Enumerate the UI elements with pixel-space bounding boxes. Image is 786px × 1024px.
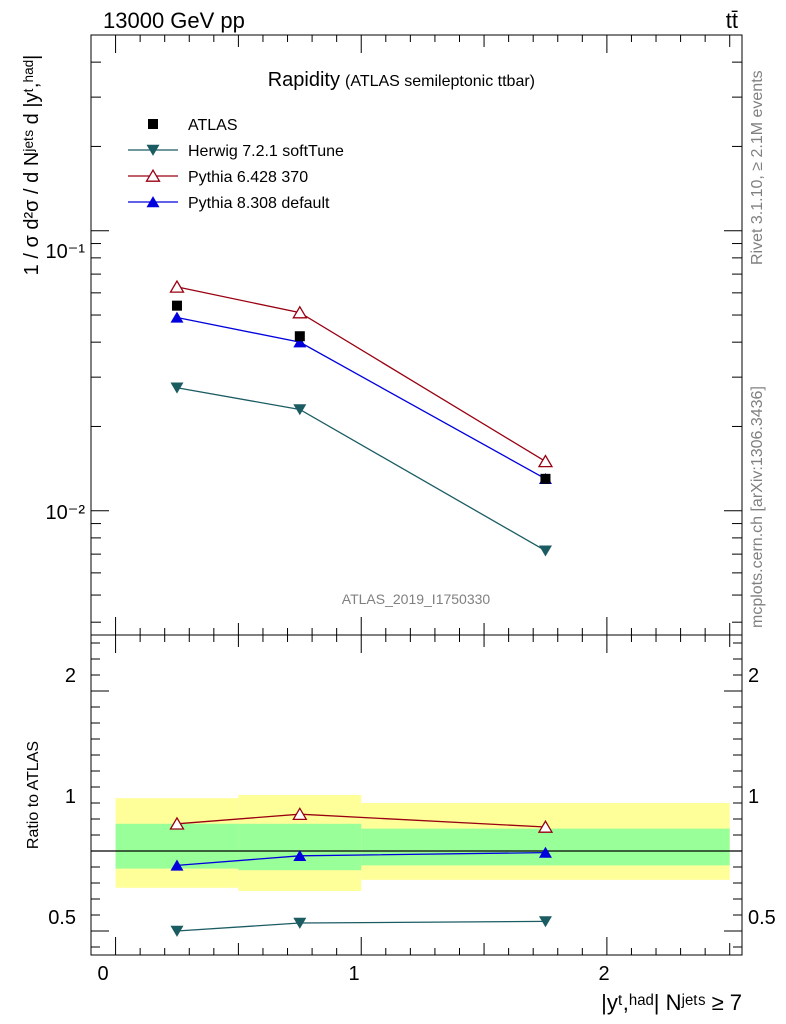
legend-label: Pythia 8.308 default <box>188 195 330 212</box>
data-point <box>169 279 185 293</box>
legend-marker <box>145 168 161 182</box>
legend: ATLAS Herwig 7.2.1 softTune Pythia 6.428 3… <box>128 117 344 212</box>
data-point <box>294 331 305 342</box>
ratio-point <box>170 925 184 937</box>
ratio-y-axis-label: Ratio to ATLAS <box>25 741 42 849</box>
legend-marker <box>148 119 158 129</box>
ratio-point <box>537 819 554 833</box>
ratio-y-tick-label: 2 <box>65 665 76 687</box>
ratio-plot: 0.5 1 2 0.5 1 2 0 1 2 Ratio to ATLAS |yᵗ… <box>25 634 776 1015</box>
ratio-point <box>169 816 185 830</box>
data-point <box>170 311 184 323</box>
series-pythia-6-428-370 <box>169 279 554 468</box>
y-tick-label: 10⁻² <box>46 502 86 524</box>
legend-label: ATLAS <box>188 117 238 134</box>
series-line <box>176 387 546 552</box>
main-series-layer <box>169 279 554 557</box>
process-label: tt̄ <box>726 8 738 33</box>
series-atlas <box>171 300 551 484</box>
legend-label: Herwig 7.2.1 softTune <box>188 143 344 160</box>
data-point <box>540 473 551 484</box>
series-line <box>176 286 546 462</box>
source-label: mcplots.cern.ch [arXiv:1306.3436] <box>749 386 766 628</box>
ratio-point <box>538 916 552 928</box>
ratio-point <box>538 846 552 858</box>
legend-marker <box>146 196 160 208</box>
x-axis-label: |yᵗ,ʰᵃᵈ| Nʲᵉᵗˢ ≥ 7 <box>601 990 742 1015</box>
ratio-y-tick-label-right: 0.5 <box>748 907 776 929</box>
legend-item: ATLAS <box>148 117 238 134</box>
ratio-point <box>292 807 308 821</box>
x-tick-label: 2 <box>598 963 609 985</box>
ratio-series-herwig-7-2-1-softtune <box>170 916 552 937</box>
data-point <box>292 305 308 319</box>
legend-marker <box>146 144 160 156</box>
data-point <box>170 382 184 394</box>
legend-item: Pythia 6.428 370 <box>128 168 308 186</box>
ratio-point <box>293 917 307 929</box>
chart-subtitle: (ATLAS semileptonic ttbar) <box>345 73 535 90</box>
rivet-label: Rivet 3.1.10, ≥ 2.1M events <box>749 70 766 265</box>
ratio-y-tick-label-right: 2 <box>748 665 759 687</box>
x-tick-label: 1 <box>348 963 359 985</box>
ratio-line <box>176 920 546 932</box>
ratio-point <box>170 859 184 871</box>
chart-title: Rapidity <box>268 69 340 91</box>
legend-item: Pythia 8.308 default <box>128 195 330 212</box>
ratio-y-tick-label: 1 <box>65 786 76 808</box>
data-point <box>171 300 182 311</box>
ratio-series-layer <box>169 807 554 937</box>
legend-item: Herwig 7.2.1 softTune <box>128 143 344 160</box>
ratio-y-tick-label: 0.5 <box>48 907 76 929</box>
data-point <box>537 454 554 468</box>
ratio-series-pythia-6-428-370 <box>169 807 554 833</box>
ratio-ticks <box>91 635 742 955</box>
series-herwig-7-2-1-softtune <box>170 382 552 557</box>
ratio-band-stat <box>238 823 362 871</box>
data-point <box>293 404 307 416</box>
legend-label: Pythia 6.428 370 <box>188 169 308 186</box>
data-point <box>538 545 552 557</box>
ratio-frame <box>90 634 743 956</box>
energy-label: 13000 GeV pp <box>103 8 245 33</box>
main-y-axis-label: 1 / σ d²σ / d Nʲᵉᵗˢ d |yᵗ,ʰᵃᵈ| <box>21 55 43 276</box>
main-plot: Rapidity (ATLAS semileptonic ttbar) ATLA… <box>21 34 743 636</box>
watermark: ATLAS_2019_I1750330 <box>342 591 491 607</box>
data-point <box>293 336 307 348</box>
main-ticks <box>91 34 742 635</box>
ratio-point <box>293 849 307 861</box>
ratio-bands <box>91 795 742 891</box>
series-pythia-8-308-default <box>170 311 552 485</box>
ratio-y-tick-label-right: 1 <box>748 786 759 808</box>
y-tick-label: 10⁻¹ <box>46 241 86 263</box>
x-tick-label: 0 <box>97 963 108 985</box>
ratio-series-pythia-8-308-default <box>170 846 552 871</box>
